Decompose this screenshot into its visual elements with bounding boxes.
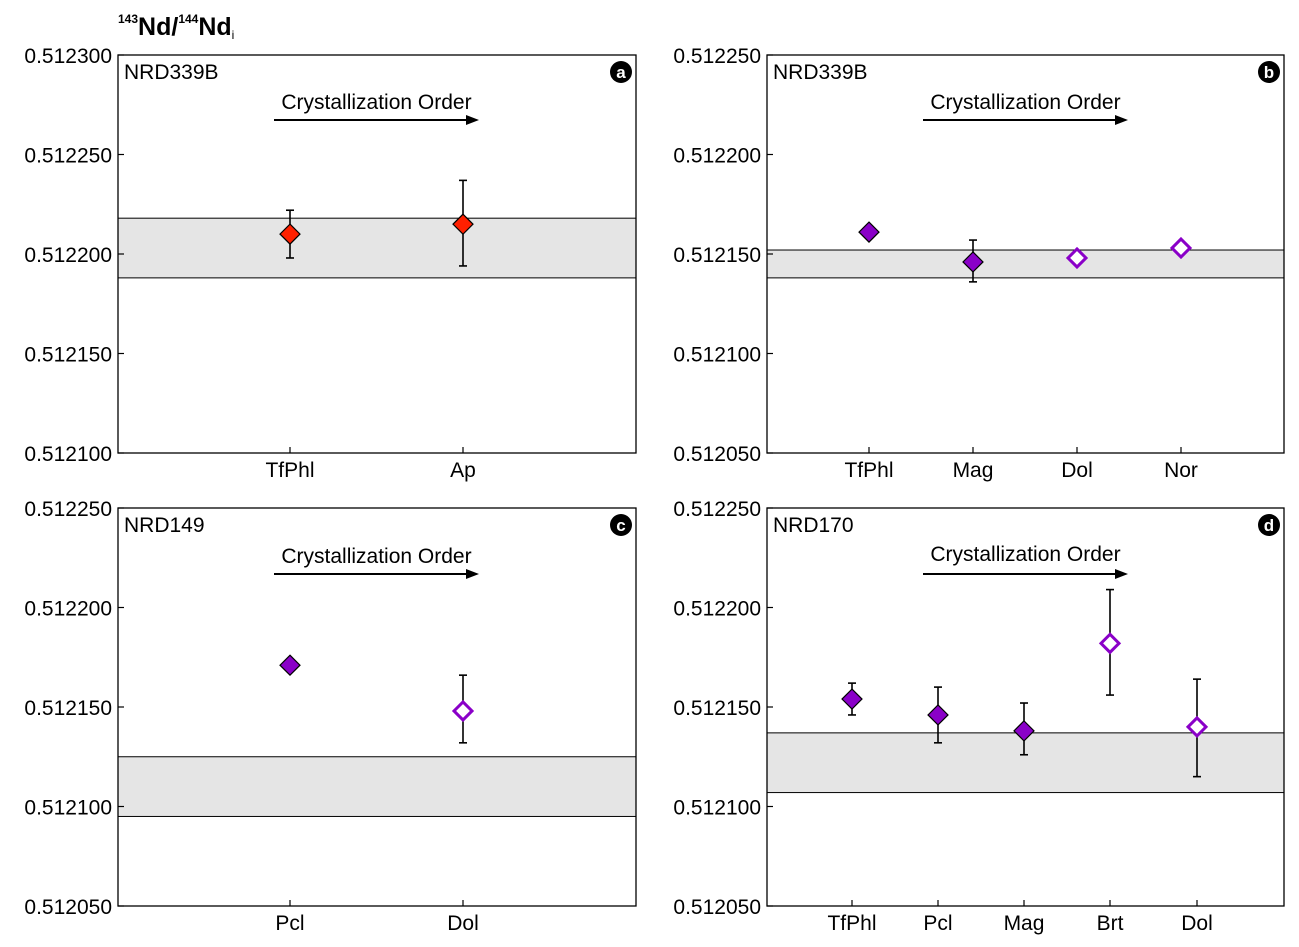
panel-d-point-dol bbox=[1185, 715, 1209, 739]
panel-a-ytick-label: 0.512250 bbox=[24, 145, 112, 168]
panel-a-ytick-label: 0.512200 bbox=[24, 244, 112, 267]
panel-b-ytick-label: 0.512200 bbox=[673, 145, 761, 168]
panel-d-xtick-label: Mag bbox=[1004, 912, 1045, 935]
panel-d-reference-band bbox=[766, 732, 1285, 794]
panel-d-sample-label: NRD170 bbox=[773, 514, 854, 537]
panel-d-frame bbox=[766, 507, 1285, 907]
panel-d-xtick-label: Pcl bbox=[923, 912, 952, 935]
panel-a-ytick-label: 0.512100 bbox=[24, 443, 112, 466]
y-axis-title: 143Nd/144Ndi bbox=[118, 12, 235, 42]
panel-b-annotation: Crystallization Order bbox=[930, 91, 1120, 114]
panel-c-ytick-label: 0.512250 bbox=[24, 498, 112, 521]
panel-c-sample-label: NRD149 bbox=[124, 514, 205, 537]
panel-a-reference-band bbox=[117, 217, 637, 279]
panel-a-ytick-label: 0.512300 bbox=[24, 45, 112, 68]
panel-c-reference-band bbox=[117, 756, 637, 817]
panel-d-ytick-label: 0.512050 bbox=[673, 896, 761, 919]
panel-c-annotation: Crystallization Order bbox=[281, 545, 471, 568]
panel-c-ytick-label: 0.512150 bbox=[24, 697, 112, 720]
panel-c-ytick-label: 0.512200 bbox=[24, 598, 112, 621]
panel-a-sample-label: NRD339B bbox=[124, 61, 219, 84]
panel-a-xtick-label: TfPhl bbox=[265, 459, 314, 482]
panel-d-order-arrowhead bbox=[1115, 569, 1128, 579]
panel-d-letter: d bbox=[1264, 516, 1274, 535]
panel-d-point-tfphl bbox=[841, 688, 863, 710]
panel-a-order-arrowhead bbox=[466, 115, 479, 125]
panel-a-annotation: Crystallization Order bbox=[281, 91, 471, 114]
panel-d-point-brt bbox=[1098, 632, 1122, 655]
panel-b-xtick-label: Mag bbox=[953, 459, 994, 482]
panel-b-sample-label: NRD339B bbox=[773, 61, 868, 84]
panel-d-xtick-label: Brt bbox=[1097, 912, 1124, 935]
panel-d-letter-badge bbox=[1258, 514, 1280, 536]
panel-c-letter: c bbox=[616, 516, 625, 535]
panel-b-order-arrowhead bbox=[1115, 115, 1128, 125]
panel-c-ytick-label: 0.512050 bbox=[24, 896, 112, 919]
panel-d-ytick-label: 0.512150 bbox=[673, 697, 761, 720]
panel-b-point-mag bbox=[962, 251, 984, 273]
panel-d-point-pcl bbox=[927, 704, 949, 726]
panel-b-letter: b bbox=[1264, 63, 1274, 82]
panel-d-xtick-label: TfPhl bbox=[827, 912, 876, 935]
panel-c-xtick-label: Pcl bbox=[275, 912, 304, 935]
panel-d-ytick-label: 0.512200 bbox=[673, 598, 761, 621]
panel-b-ytick-label: 0.512150 bbox=[673, 244, 761, 267]
panel-b-ytick-label: 0.512100 bbox=[673, 344, 761, 367]
panel-d-ytick-label: 0.512100 bbox=[673, 797, 761, 820]
panel-a-point-tfphl bbox=[279, 223, 301, 245]
panel-b-point-nor bbox=[1169, 236, 1193, 260]
panel-b-letter-badge bbox=[1258, 61, 1280, 83]
panel-a-letter-badge bbox=[610, 61, 632, 83]
panel-b-xtick-label: TfPhl bbox=[844, 459, 893, 482]
panel-d-xtick-label: Dol bbox=[1181, 912, 1213, 935]
panel-c-ytick-label: 0.512100 bbox=[24, 797, 112, 820]
panel-c-point-dol bbox=[451, 699, 475, 723]
panel-b-xtick-label: Nor bbox=[1164, 459, 1198, 482]
panel-b-reference-band bbox=[766, 249, 1285, 279]
panel-b-point-dol bbox=[1065, 246, 1089, 270]
panel-b-point-tfphl bbox=[858, 221, 880, 243]
panel-d-annotation: Crystallization Order bbox=[930, 543, 1120, 566]
panel-b-ytick-label: 0.512250 bbox=[673, 45, 761, 68]
panel-d-point-mag bbox=[1013, 720, 1035, 742]
panel-b-xtick-label: Dol bbox=[1061, 459, 1093, 482]
panel-a-ytick-label: 0.512150 bbox=[24, 344, 112, 367]
panel-c-letter-badge bbox=[610, 514, 632, 536]
panel-a-letter: a bbox=[616, 63, 626, 82]
panel-b-ytick-label: 0.512050 bbox=[673, 443, 761, 466]
panel-c-xtick-label: Dol bbox=[447, 912, 479, 935]
panel-d-ytick-label: 0.512250 bbox=[673, 498, 761, 521]
panel-c-point-pcl bbox=[279, 654, 301, 677]
panel-a-xtick-label: Ap bbox=[450, 459, 476, 482]
panel-c-order-arrowhead bbox=[466, 569, 479, 579]
panel-a-point-ap bbox=[452, 213, 474, 235]
